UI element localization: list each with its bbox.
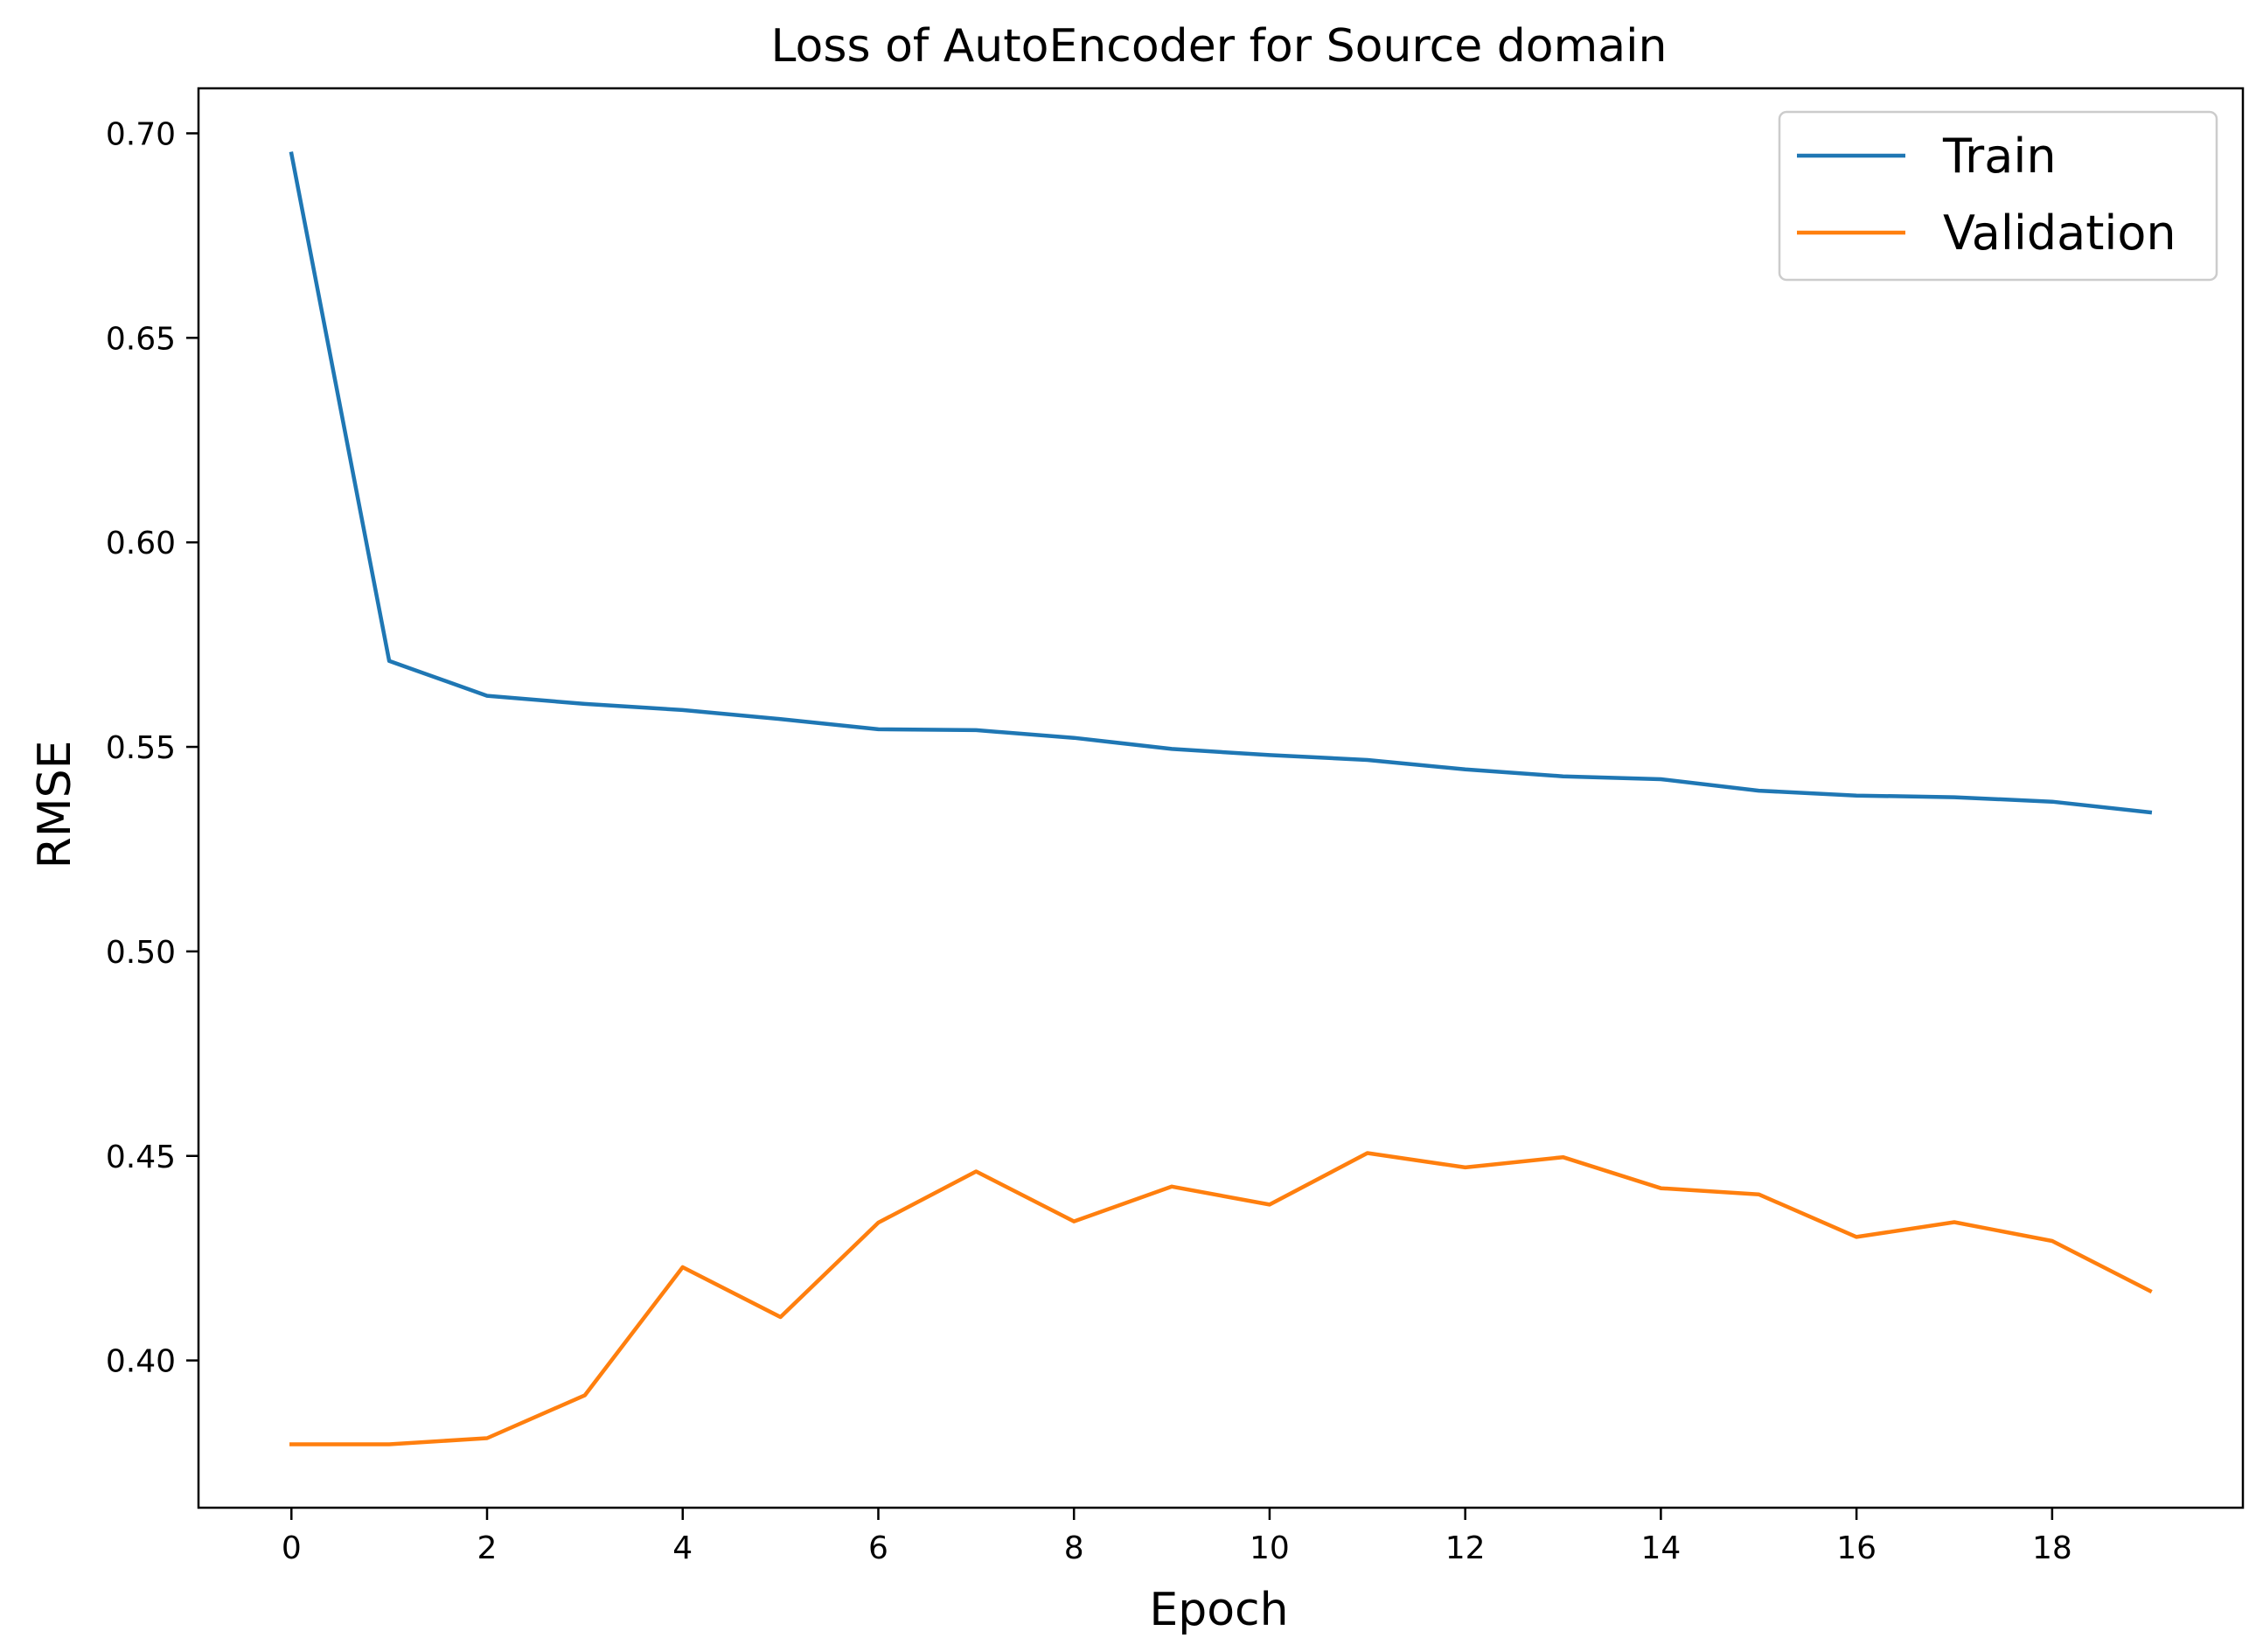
series-line-validation: [289, 1151, 2153, 1446]
x-axis-ticks: 0 2 4 6 8 10 12 14 16 18: [282, 1508, 2072, 1566]
x-tick-label: 8: [1064, 1530, 1084, 1566]
legend-label-validation: Validation: [1943, 206, 2176, 261]
legend: Train Validation: [1778, 110, 2218, 282]
y-tick-label: 0.70: [106, 116, 176, 152]
series-line-train: [289, 151, 2153, 815]
y-tick-label: 0.65: [106, 321, 176, 357]
x-tick-label: 2: [477, 1530, 498, 1566]
chart-title: Loss of AutoEncoder for Source domain: [771, 20, 1668, 73]
y-axis-ticks: 0.40 0.45 0.50 0.55 0.60 0.65 0.70: [106, 116, 198, 1380]
y-tick-label: 0.50: [106, 935, 176, 971]
legend-label-train: Train: [1942, 129, 2057, 184]
y-tick-label: 0.55: [106, 730, 176, 766]
y-tick-label: 0.60: [106, 526, 176, 561]
y-axis-label: RMSE: [29, 741, 81, 869]
x-tick-label: 14: [1640, 1530, 1681, 1566]
legend-items: Train Validation: [1797, 129, 2176, 261]
series-layer: [289, 151, 2153, 1446]
x-tick-label: 16: [1836, 1530, 1877, 1566]
x-tick-label: 12: [1445, 1530, 1486, 1566]
x-tick-label: 0: [282, 1530, 302, 1566]
x-axis-label: Epoch: [1149, 1584, 1288, 1636]
x-tick-label: 6: [868, 1530, 888, 1566]
y-tick-label: 0.45: [106, 1140, 176, 1175]
x-tick-label: 4: [672, 1530, 693, 1566]
plot-frame: [197, 87, 2245, 1509]
y-tick-label: 0.40: [106, 1344, 176, 1380]
x-tick-label: 10: [1250, 1530, 1290, 1566]
x-tick-label: 18: [2032, 1530, 2072, 1566]
